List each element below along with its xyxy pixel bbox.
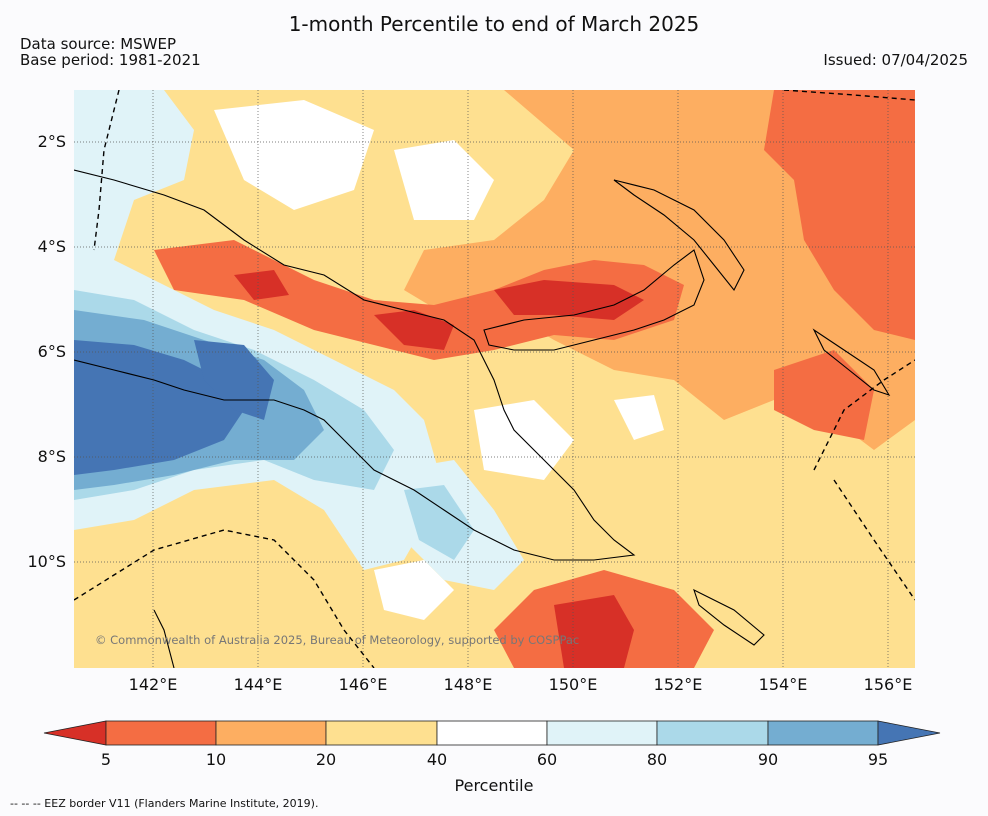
region-80-90-south bbox=[404, 485, 474, 560]
region-5-10-east-blob bbox=[774, 350, 874, 440]
gridlines bbox=[74, 90, 915, 668]
eez-border-southeast bbox=[833, 479, 915, 601]
lon-label-146e: 146°E bbox=[338, 675, 388, 694]
colorbar-tick-40: 40 bbox=[426, 750, 448, 769]
region-10-20-northeast bbox=[404, 90, 915, 450]
colorbar-20-40 bbox=[325, 720, 438, 746]
eez-border-east bbox=[813, 359, 915, 471]
lat-label-10s: 10°S bbox=[27, 552, 66, 571]
colorbar-90-95 bbox=[767, 720, 879, 746]
colorbar-80-90 bbox=[656, 720, 769, 746]
colorbar-60-80 bbox=[546, 720, 658, 746]
eez-borders bbox=[74, 90, 915, 668]
colorbar-label: Percentile bbox=[454, 776, 534, 795]
region-5-10-central-band bbox=[154, 240, 684, 360]
colorbar-arrow-low bbox=[43, 720, 107, 746]
colorbar-tick-60: 60 bbox=[536, 750, 558, 769]
lat-label-2s: 2°S bbox=[37, 132, 66, 151]
colorbar-tick-5: 5 bbox=[100, 750, 112, 769]
lon-label-152e: 152°E bbox=[653, 675, 703, 694]
lon-label-144e: 144°E bbox=[233, 675, 283, 694]
colorbar-tick-90: 90 bbox=[757, 750, 779, 769]
lon-label-148e: 148°E bbox=[443, 675, 493, 694]
region-40-60-east bbox=[614, 395, 664, 440]
coastline-new-ireland bbox=[613, 179, 745, 292]
colorbar-10-20 bbox=[215, 720, 327, 746]
eez-border-north bbox=[783, 90, 915, 101]
coastline-australia bbox=[153, 609, 175, 668]
coastlines bbox=[74, 169, 891, 668]
colorbar-tick-95: 95 bbox=[867, 750, 889, 769]
region-below-5-central bbox=[374, 310, 454, 350]
data-source-label: Data source: MSWEP bbox=[20, 35, 177, 53]
colorbar-tick-20: 20 bbox=[315, 750, 337, 769]
copyright-notice: © Commonwealth of Australia 2025, Bureau… bbox=[95, 633, 580, 647]
colorbar bbox=[43, 720, 941, 746]
region-40-60-south bbox=[374, 560, 454, 620]
eez-border-south bbox=[74, 529, 375, 668]
eez-border-west bbox=[93, 90, 120, 251]
colorbar-arrow-high bbox=[877, 720, 941, 746]
colorbar-40-60 bbox=[436, 720, 548, 746]
lat-label-4s: 4°S bbox=[37, 237, 66, 256]
colorbar-tick-80: 80 bbox=[646, 750, 668, 769]
coastline-new-guinea bbox=[74, 169, 636, 561]
lon-label-154e: 154°E bbox=[758, 675, 808, 694]
lon-label-150e: 150°E bbox=[548, 675, 598, 694]
colorbar-tick-10: 10 bbox=[205, 750, 227, 769]
region-40-60-north bbox=[214, 100, 374, 210]
coastline-islands-southeast bbox=[693, 588, 765, 646]
coastline-bougainville bbox=[812, 328, 891, 396]
region-below-5-east bbox=[494, 280, 644, 320]
lat-label-6s: 6°S bbox=[37, 342, 66, 361]
chart-title: 1-month Percentile to end of March 2025 bbox=[288, 12, 700, 36]
region-above-95-west bbox=[74, 340, 244, 475]
lon-label-156e: 156°E bbox=[863, 675, 913, 694]
coastline-new-britain bbox=[483, 249, 705, 351]
region-5-10-northeast bbox=[764, 90, 915, 340]
lon-label-142e: 142°E bbox=[128, 675, 178, 694]
base-period-label: Base period: 1981-2021 bbox=[20, 51, 201, 69]
percentile-map bbox=[74, 90, 915, 668]
lat-label-8s: 8°S bbox=[37, 447, 66, 466]
region-below-5-northwest bbox=[234, 270, 289, 300]
region-below-5-south bbox=[554, 595, 634, 668]
eez-footnote: -- -- -- EEZ border V11 (Flanders Marine… bbox=[10, 797, 319, 810]
colorbar-5-10 bbox=[105, 720, 217, 746]
issued-date-label: Issued: 07/04/2025 bbox=[823, 51, 968, 69]
region-40-60-northcentral bbox=[394, 140, 494, 220]
